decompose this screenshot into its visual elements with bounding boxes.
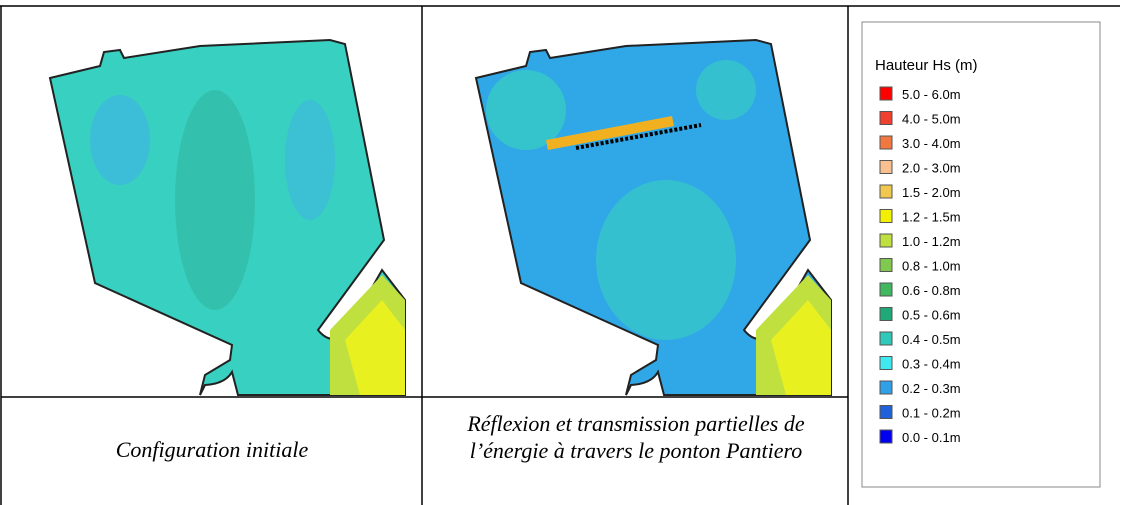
legend-swatch: [880, 357, 892, 370]
legend-swatch: [880, 406, 892, 419]
legend-label: 0.8 - 1.0m: [902, 259, 961, 274]
legend-label: 4.0 - 5.0m: [902, 112, 961, 127]
legend-label: 0.3 - 0.4m: [902, 357, 961, 372]
legend-label: 1.0 - 1.2m: [902, 234, 961, 249]
caption: Configuration initiale: [2, 436, 422, 463]
legend-swatch: [880, 87, 892, 100]
legend-title: Hauteur Hs (m): [875, 57, 978, 74]
legend-swatch: [880, 381, 892, 394]
legend-label: 1.2 - 1.5m: [902, 210, 961, 225]
map-initial: [50, 40, 405, 395]
legend-label: 1.5 - 2.0m: [902, 185, 961, 200]
legend-swatch: [880, 210, 892, 223]
legend-swatch: [880, 430, 892, 443]
legend-label: 0.1 - 0.2m: [902, 406, 961, 421]
legend-label: 2.0 - 3.0m: [902, 161, 961, 176]
legend-label: 0.6 - 0.8m: [902, 283, 961, 298]
legend-swatch: [880, 308, 892, 321]
legend-swatch: [880, 283, 892, 296]
legend-swatch: [880, 234, 892, 247]
legend-label: 0.0 - 0.1m: [902, 430, 961, 445]
legend-swatch: [880, 161, 892, 174]
caption: Réflexion et transmission partielles de …: [432, 410, 840, 464]
legend-items: 5.0 - 6.0m 4.0 - 5.0m 3.0 - 4.0m 2.0 - 3.0m…: [880, 87, 961, 445]
legend-label: 0.5 - 0.6m: [902, 308, 961, 323]
legend-swatch: [880, 332, 892, 345]
legend-label: 0.2 - 0.3m: [902, 381, 961, 396]
legend-swatch: [880, 112, 892, 125]
legend-label: 0.4 - 0.5m: [902, 332, 961, 347]
legend-box: [862, 22, 1100, 487]
map-pontoon: [476, 40, 831, 395]
legend-swatch: [880, 136, 892, 149]
legend-label: 5.0 - 6.0m: [902, 87, 961, 102]
legend-swatch: [880, 185, 892, 198]
legend-label: 3.0 - 4.0m: [902, 136, 961, 151]
legend-swatch: [880, 259, 892, 272]
page: {"figure":{"captions":["Configuration in…: [0, 0, 1132, 505]
